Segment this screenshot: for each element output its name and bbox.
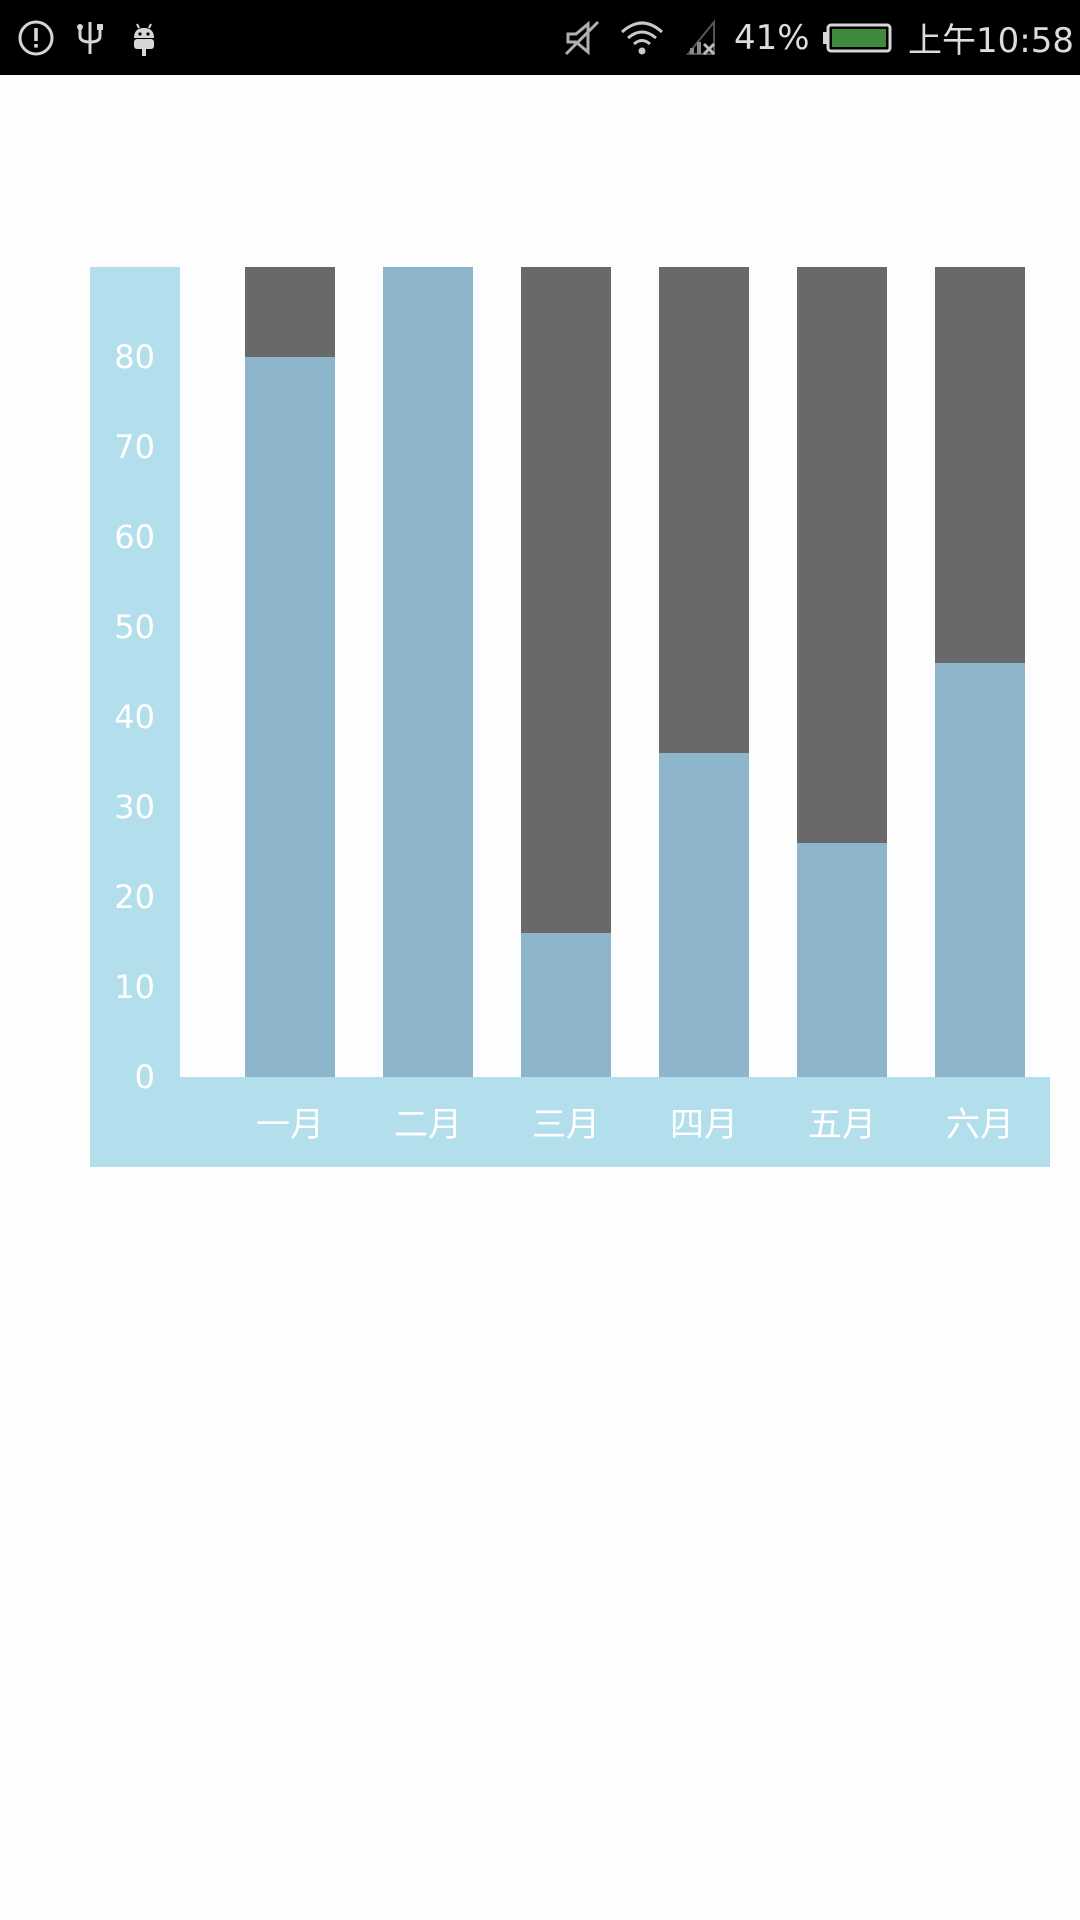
y-axis-band [90,267,180,1167]
mute-icon [560,0,604,75]
y-tick-label: 20 [114,878,155,916]
android-debug-icon [124,0,164,75]
y-tick-label: 0 [135,1058,155,1096]
y-tick-label: 80 [114,338,155,376]
x-category-label: 五月 [808,1105,876,1145]
bar-segment [935,267,1025,663]
no-signal-icon [682,0,722,75]
battery-percent: 41% [734,17,810,58]
bar-segment [659,267,749,753]
bar-layer [245,267,1025,1077]
clock: 上午10:58 [908,21,1074,61]
axis-layer [90,267,1050,1167]
bar-segment [245,357,335,1077]
bar-segment [797,267,887,843]
y-tick-label: 40 [114,698,155,736]
x-category-label: 三月 [532,1105,600,1145]
label-layer: 0 10 20 30 40 50 60 70 80 一月 二月 三月 四月 五月 六月 [114,338,1014,1145]
y-tick-label: 60 [114,518,155,556]
x-axis-band [90,1077,1050,1167]
bar-segment [797,843,887,1077]
x-category-label: 一月 [256,1105,324,1145]
bar-segment [521,933,611,1077]
x-category-label: 二月 [394,1105,462,1145]
battery-icon [820,0,894,75]
y-tick-label: 70 [114,428,155,466]
bar-segment [245,267,335,357]
x-category-label: 四月 [670,1105,738,1145]
y-tick-label: 10 [114,968,155,1006]
x-category-label: 六月 [946,1105,1014,1145]
bar-segment [521,267,611,933]
wifi-icon [618,0,666,75]
bar-segment [659,753,749,1077]
status-bar: 41% 上午10:58 [0,0,1080,75]
bar-segment [935,663,1025,1077]
y-tick-label: 30 [114,788,155,826]
bar-segment [383,267,473,1077]
y-tick-label: 50 [114,608,155,646]
usb-icon [70,0,110,75]
alert-circle-icon [14,0,58,75]
